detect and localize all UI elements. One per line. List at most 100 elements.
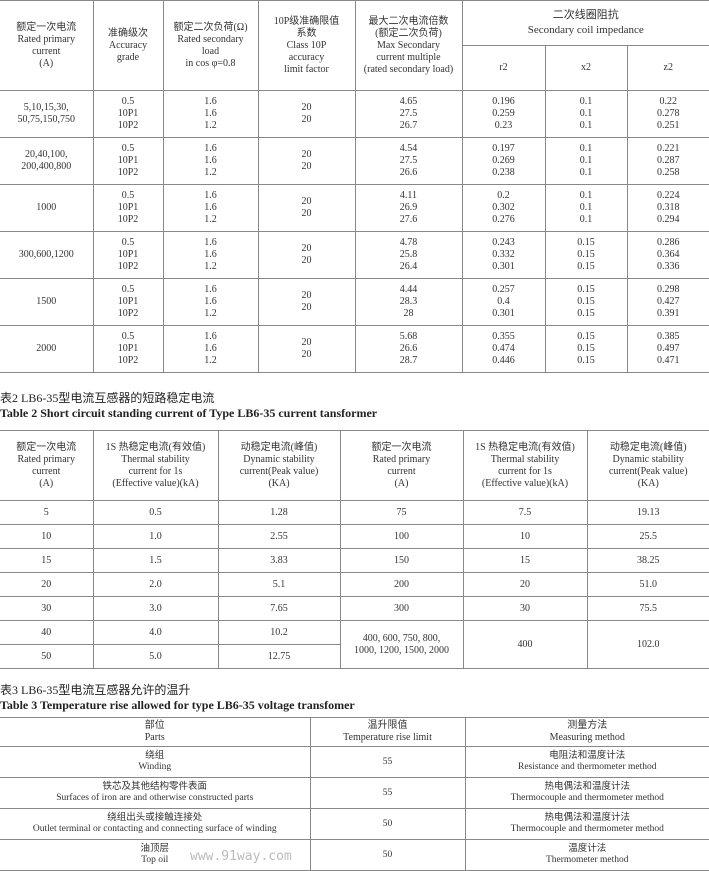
table-row: 绕组出头或接触连接处 Outlet terminal or contacting… [0, 808, 709, 840]
cell-right-3: 75.5 [586, 596, 709, 621]
cell-multiple: 4.65 27.5 26.7 [354, 90, 463, 138]
cell-factor: 20 20 [257, 90, 356, 138]
cell-left-3: 7.65 [217, 596, 341, 621]
cell-method: 电阻法和温度计法 Resistance and thermometer meth… [464, 746, 709, 778]
table-row: 5,10,15,30, 50,75,150,750 0.5 10P1 10P2 1.… [0, 90, 709, 138]
table-row: 1000 0.5 10P1 10P2 1.6 1.6 1.2 20 20 4.11 26… [0, 184, 709, 232]
header-secondary-coil-impedance: 二次线圈阻抗 Secondary coil impedance [461, 0, 709, 46]
cell-left-3: 3.83 [217, 548, 341, 573]
cell-load: 1.6 1.6 1.2 [162, 184, 259, 232]
cell-grade: 0.5 10P1 10P2 [92, 278, 164, 326]
cell-part: 绕组 Winding [0, 746, 311, 778]
table-row: 5 0.5 1.28 75 7.5 19.13 [0, 500, 709, 525]
cell-left-2: 3.0 [92, 596, 219, 621]
cell-z2: 0.286 0.364 0.336 [626, 231, 709, 279]
cell-right-2: 400 [462, 620, 588, 669]
cell-left-1: 20 [0, 572, 94, 597]
cell-limit: 50 [309, 839, 466, 871]
cell-left-3: 5.1 [217, 572, 341, 597]
cell-left-3: 1.28 [217, 500, 341, 525]
cell-part: 铁芯及其他结构零件表面 Surfaces of iron are and oth… [0, 777, 311, 809]
cell-left-1: 10 [0, 524, 94, 549]
cell-right-2: 15 [462, 548, 588, 573]
cell-grade: 0.5 10P1 10P2 [92, 325, 164, 373]
cell-right-1: 400, 600, 750, 800, 1000, 1200, 1500, 20… [339, 620, 464, 669]
header-col-3: 测量方法 Measuring method [464, 717, 709, 747]
table2-title-cn: 表2 LB6-35型电流互感器的短路稳定电流 [0, 391, 215, 405]
cell-factor: 20 20 [257, 325, 356, 373]
cell-current: 20,40,100, 200,400,800 [0, 137, 94, 185]
table-row: 300,600,1200 0.5 10P1 10P2 1.6 1.6 1.2 20 2… [0, 231, 709, 279]
header-row: 额定一次电流 Rated primary current (A) 1S 热稳定电流… [0, 430, 709, 501]
table2-title-en: Table 2 Short circuit standing current o… [0, 406, 378, 420]
cell-right-1: 300 [339, 596, 464, 621]
temperature-rise-table-body: 绕组 Winding 55 电阻法和温度计法 Resistance and ther… [0, 746, 709, 871]
header-x2: x2 [544, 45, 628, 91]
cell-load: 1.6 1.6 1.2 [162, 137, 259, 185]
cell-load: 1.6 1.6 1.2 [162, 90, 259, 138]
header-accuracy-limit-factor: 10P级准确限值 系数 Class 10P accuracy limit fac… [257, 0, 356, 91]
short-circuit-table: 额定一次电流 Rated primary current (A) 1S 热稳定电流… [0, 430, 709, 669]
cell-z2: 0.221 0.287 0.258 [626, 137, 709, 185]
cell-current: 1500 [0, 278, 94, 326]
cell-right-3: 19.13 [586, 500, 709, 525]
header-col-2: 温升限值 Temperature rise limit [309, 717, 466, 747]
cell-factor: 20 20 [257, 184, 356, 232]
header-max-secondary-multiple: 最大二次电流倍数 (额定二次负荷) Max Secondary current … [354, 0, 463, 91]
cell-load: 1.6 1.6 1.2 [162, 231, 259, 279]
cell-z2: 0.385 0.497 0.471 [626, 325, 709, 373]
header-accuracy-grade: 准确级次 Accuracy grade [92, 0, 164, 91]
cell-right-3: 51.0 [586, 572, 709, 597]
cell-left-3: 10.2 [217, 620, 341, 645]
cell-load: 1.6 1.6 1.2 [162, 325, 259, 373]
header-col-1: 额定一次电流 Rated primary current (A) [0, 430, 94, 501]
table-row: 绕组 Winding 55 电阻法和温度计法 Resistance and ther… [0, 746, 709, 778]
cell-left-2: 5.0 [92, 644, 219, 669]
cell-x2: 0.1 0.1 0.1 [544, 90, 628, 138]
cell-x2: 0.1 0.1 0.1 [544, 137, 628, 185]
header-col-4: 额定一次电流 Rated primary current (A) [339, 430, 464, 501]
cell-r2: 0.243 0.332 0.301 [461, 231, 546, 279]
cell-right-2: 30 [462, 596, 588, 621]
cell-current: 1000 [0, 184, 94, 232]
cell-x2: 0.15 0.15 0.15 [544, 231, 628, 279]
cell-factor: 20 20 [257, 137, 356, 185]
short-circuit-table-body: 5 0.5 1.28 75 7.5 19.13 10 1.0 2.55 100 10 25.5 15 1.… [0, 500, 709, 669]
cell-r2: 0.355 0.474 0.446 [461, 325, 546, 373]
cell-left-2: 0.5 [92, 500, 219, 525]
cell-grade: 0.5 10P1 10P2 [92, 90, 164, 138]
header-col-6: 动稳定电流(峰值) Dynamic stability current(Peak… [586, 430, 709, 501]
cell-limit: 50 [309, 808, 466, 840]
header-z2: z2 [626, 45, 709, 91]
header-col-5: 1S 热稳定电流(有效值) Thermal stability current … [462, 430, 588, 501]
cell-right-2: 10 [462, 524, 588, 549]
cell-multiple: 5.68 26.6 28.7 [354, 325, 463, 373]
cell-limit: 55 [309, 777, 466, 809]
cell-right-3: 38.25 [586, 548, 709, 573]
cell-z2: 0.22 0.278 0.251 [626, 90, 709, 138]
cell-left-1: 5 [0, 500, 94, 525]
cell-left-1: 30 [0, 596, 94, 621]
table-row: 1500 0.5 10P1 10P2 1.6 1.6 1.2 20 20 4.44 28… [0, 278, 709, 326]
temperature-rise-table: 部位 Parts 温升限值 Temperature rise limit 测量方法 … [0, 717, 709, 871]
cell-right-2: 7.5 [462, 500, 588, 525]
header-col-1: 部位 Parts [0, 717, 311, 747]
cell-right-3: 102.0 [586, 620, 709, 669]
cell-right-1: 150 [339, 548, 464, 573]
cell-limit: 55 [309, 746, 466, 778]
table-row: 20 2.0 5.1 200 20 51.0 [0, 572, 709, 597]
table-row: 2000 0.5 10P1 10P2 1.6 1.6 1.2 20 20 5.68 26… [0, 325, 709, 373]
table-row: 40 4.0 10.2 400, 600, 750, 800, 1000, 1200,… [0, 620, 709, 669]
cell-x2: 0.1 0.1 0.1 [544, 184, 628, 232]
cell-left-2: 1.5 [92, 548, 219, 573]
cell-right-1: 200 [339, 572, 464, 597]
cell-left-3: 12.75 [217, 644, 340, 669]
cell-current: 300,600,1200 [0, 231, 94, 279]
cell-left-2: 4.0 [92, 620, 219, 645]
table-row: 50 5.0 12.75 [0, 644, 709, 669]
cell-method: 热电偶法和温度计法 Thermocouple and thermometer m… [464, 808, 709, 840]
cell-right-3: 25.5 [586, 524, 709, 549]
header-r2: r2 [462, 45, 546, 91]
cell-multiple: 4.44 28.3 28 [354, 278, 463, 326]
header-rated-secondary-load: 额定二次负荷(Ω) Rated secondary load in cos φ=… [162, 0, 259, 91]
